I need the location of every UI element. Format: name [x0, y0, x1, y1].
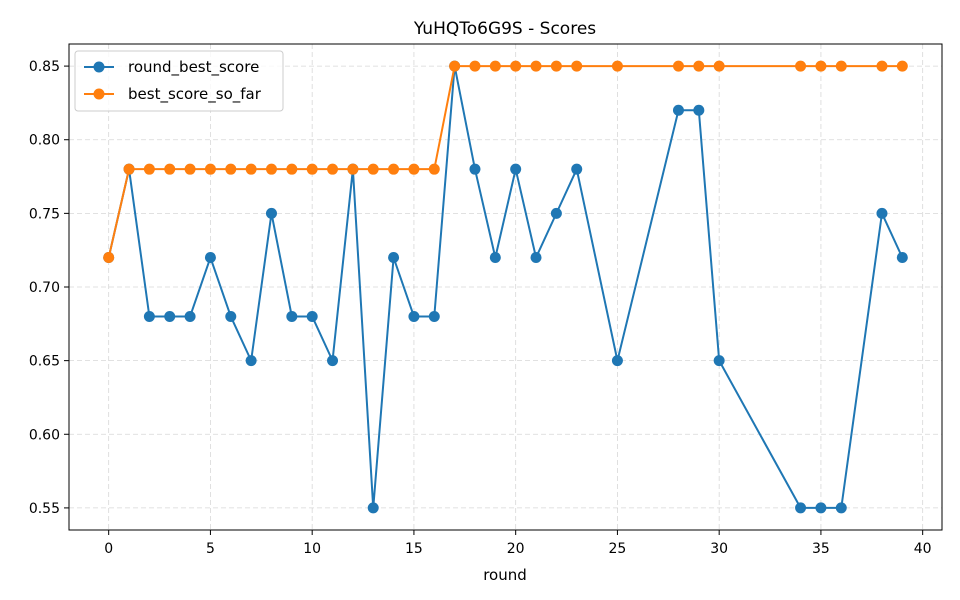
data-point	[795, 502, 807, 514]
data-point	[489, 252, 501, 264]
data-point	[286, 163, 298, 175]
data-point	[672, 104, 684, 116]
data-point	[611, 355, 623, 367]
x-tick-label: 5	[206, 541, 215, 557]
data-point	[469, 163, 481, 175]
x-tick-label: 30	[710, 541, 728, 557]
data-point	[530, 60, 542, 72]
data-point	[367, 163, 379, 175]
data-point	[835, 502, 847, 514]
legend-box	[74, 50, 284, 112]
data-point	[428, 163, 440, 175]
y-tick-label: 0.70	[29, 280, 60, 296]
data-point	[327, 355, 339, 367]
data-point	[876, 60, 888, 72]
data-point	[611, 60, 623, 72]
data-point	[123, 163, 135, 175]
data-point	[408, 163, 420, 175]
data-point	[388, 252, 400, 264]
data-point	[896, 60, 908, 72]
data-point	[204, 252, 216, 264]
legend-marker	[93, 88, 105, 100]
data-point	[184, 163, 196, 175]
legend-label: best_score_so_far	[128, 85, 262, 104]
data-point	[510, 163, 522, 175]
y-tick-label: 0.65	[29, 354, 60, 370]
legend-item: round_best_score	[84, 58, 259, 77]
data-point	[347, 163, 359, 175]
data-point	[143, 310, 155, 322]
series-best-score-so-far	[103, 60, 908, 264]
x-axis-label: round	[483, 566, 527, 584]
chart-title: YuHQTo6G9S - Scores	[413, 19, 596, 39]
data-point	[408, 310, 420, 322]
data-point	[489, 60, 501, 72]
data-point	[265, 207, 277, 219]
data-point	[327, 163, 339, 175]
data-point	[795, 60, 807, 72]
data-point	[693, 60, 705, 72]
y-tick-label: 0.80	[29, 133, 60, 149]
data-point	[876, 207, 888, 219]
data-point	[225, 163, 237, 175]
data-point	[245, 355, 257, 367]
data-point	[815, 60, 827, 72]
legend: round_best_score best_score_so_far	[74, 50, 284, 112]
y-tick-label: 0.75	[29, 206, 60, 222]
data-point	[164, 310, 176, 322]
data-point	[265, 163, 277, 175]
x-tick-label: 40	[914, 541, 932, 557]
data-point	[184, 310, 196, 322]
x-tick-label: 25	[609, 541, 627, 557]
data-point	[835, 60, 847, 72]
data-point	[713, 355, 725, 367]
series-layer	[103, 60, 908, 514]
data-point	[306, 163, 318, 175]
data-point	[550, 207, 562, 219]
y-tick-label: 0.60	[29, 427, 60, 443]
data-point	[286, 310, 298, 322]
data-point	[510, 60, 522, 72]
data-point	[571, 163, 583, 175]
series-round-best-score	[103, 60, 908, 514]
data-point	[225, 310, 237, 322]
legend-item: best_score_so_far	[84, 85, 262, 104]
y-tick-label: 0.85	[29, 59, 60, 75]
data-point	[306, 310, 318, 322]
data-point	[815, 502, 827, 514]
y-tick-label: 0.55	[29, 501, 60, 517]
data-point	[388, 163, 400, 175]
x-tick-label: 20	[507, 541, 525, 557]
data-point	[428, 310, 440, 322]
data-point	[204, 163, 216, 175]
legend-marker	[93, 61, 105, 73]
data-point	[896, 252, 908, 264]
data-point	[571, 60, 583, 72]
data-point	[530, 252, 542, 264]
legend-label: round_best_score	[128, 58, 259, 77]
x-tick-label: 15	[405, 541, 423, 557]
data-point	[164, 163, 176, 175]
data-point	[713, 60, 725, 72]
x-tick-label: 0	[104, 541, 113, 557]
data-point	[693, 104, 705, 116]
data-point	[367, 502, 379, 514]
axes: 0 5 10 15 20 25 30 35 40 0.55 0.60 0.65 0.70 0.75 0.80…	[29, 59, 932, 557]
data-point	[103, 252, 115, 264]
data-point	[469, 60, 481, 72]
data-point	[245, 163, 257, 175]
data-point	[143, 163, 155, 175]
x-tick-label: 10	[303, 541, 321, 557]
data-point	[672, 60, 684, 72]
x-tick-label: 35	[812, 541, 830, 557]
data-point	[550, 60, 562, 72]
data-point	[449, 60, 461, 72]
